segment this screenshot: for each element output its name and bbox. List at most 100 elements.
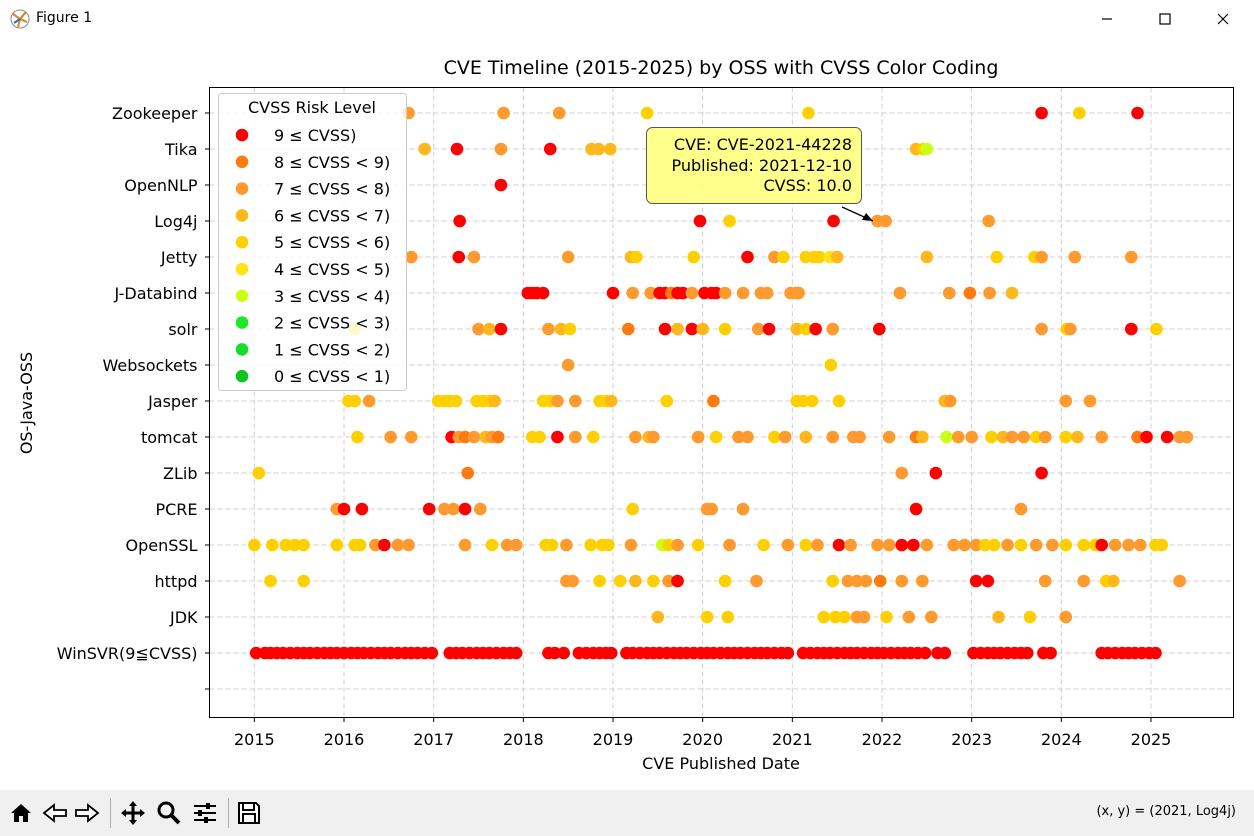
data-point — [705, 502, 718, 516]
data-point — [1077, 538, 1091, 552]
data-point — [826, 322, 839, 336]
x-axis-label: CVE Published Date — [642, 754, 800, 773]
data-point — [824, 358, 838, 372]
data-point — [1173, 574, 1186, 588]
data-point — [1023, 610, 1037, 624]
data-point — [1014, 502, 1028, 516]
data-point — [907, 538, 920, 552]
x-tick-label: 2017 — [413, 730, 454, 749]
data-point — [584, 538, 597, 552]
data-point — [832, 394, 846, 408]
data-point — [853, 430, 866, 444]
data-point — [252, 466, 266, 480]
back-icon — [42, 803, 67, 823]
data-point — [969, 538, 983, 552]
data-point — [709, 286, 723, 300]
data-point — [718, 286, 732, 300]
data-point — [297, 538, 310, 552]
pan-icon — [121, 801, 145, 825]
data-point — [561, 250, 575, 264]
data-point — [1149, 646, 1162, 660]
data-point — [707, 394, 720, 408]
data-point — [491, 430, 505, 444]
data-point — [1095, 430, 1108, 444]
configure-button[interactable] — [188, 796, 222, 830]
data-point — [384, 430, 397, 444]
data-point — [494, 178, 508, 192]
data-point — [811, 538, 824, 552]
data-point — [647, 574, 660, 588]
data-point — [1046, 538, 1059, 552]
save-button[interactable] — [232, 796, 266, 830]
data-point — [536, 286, 550, 300]
close-button[interactable] — [1194, 0, 1252, 38]
data-point — [1095, 538, 1108, 552]
data-point — [425, 646, 439, 660]
data-point — [494, 142, 508, 156]
data-point — [809, 322, 822, 336]
data-point — [548, 646, 562, 660]
legend-label: 7 ≤ CVSS < 8) — [274, 180, 390, 199]
data-point — [918, 646, 932, 660]
data-point — [762, 322, 776, 336]
maximize-button[interactable] — [1136, 0, 1194, 38]
data-point — [629, 430, 642, 444]
y-axis: WinSVR(9≦CVSS) JDK httpd OpenSSL PCRE ZLib tom… — [57, 104, 210, 690]
data-point — [1124, 250, 1138, 264]
minimize-button[interactable] — [1078, 0, 1136, 38]
x-axis: 2015 2016 2017 2018 2019 2020 2021 2022 2023 2024… — [234, 717, 1171, 749]
data-point — [1133, 538, 1147, 552]
data-point — [494, 322, 508, 336]
data-point — [718, 574, 732, 588]
data-point — [602, 538, 615, 552]
data-point — [700, 610, 714, 624]
y-tick-label: JDK — [169, 608, 198, 627]
data-point — [1035, 106, 1048, 120]
data-point — [850, 574, 864, 588]
data-point — [925, 610, 938, 624]
save-icon — [238, 802, 260, 824]
data-point — [461, 466, 475, 480]
y-tick-label: OpenNLP — [124, 176, 198, 195]
data-point — [624, 538, 638, 552]
data-points — [248, 106, 1194, 660]
data-point — [1038, 430, 1052, 444]
data-point — [404, 250, 418, 264]
data-point — [760, 286, 774, 300]
y-tick-label: Zookeeper — [112, 104, 198, 123]
data-point — [662, 538, 675, 552]
data-point — [1035, 250, 1048, 264]
data-point — [741, 430, 754, 444]
data-point — [920, 538, 934, 552]
data-point — [799, 430, 813, 444]
data-point — [449, 394, 463, 408]
pan-button[interactable] — [116, 796, 150, 830]
forward-button[interactable] — [70, 796, 104, 830]
back-button[interactable] — [38, 796, 72, 830]
home-button[interactable] — [4, 796, 38, 830]
data-point — [453, 214, 466, 228]
data-point — [1059, 538, 1073, 552]
data-point — [826, 574, 839, 588]
close-icon — [1217, 13, 1229, 25]
zoom-button[interactable] — [152, 796, 186, 830]
data-point — [1038, 574, 1052, 588]
data-point — [458, 538, 472, 552]
data-point — [604, 394, 618, 408]
data-point — [969, 574, 983, 588]
data-point — [467, 250, 481, 264]
data-point — [781, 538, 795, 552]
data-point — [402, 538, 415, 552]
data-point — [569, 430, 582, 444]
data-point — [458, 502, 472, 516]
scatter-chart[interactable]: CVE Timeline (2015-2025) by OSS with CVS… — [0, 38, 1254, 790]
data-point — [929, 466, 943, 480]
data-point — [604, 142, 617, 156]
data-point — [750, 574, 763, 588]
data-point — [963, 286, 977, 300]
navigation-toolbar: (x, y) = (2021, Log4j) — [0, 790, 1254, 836]
data-point — [920, 250, 934, 264]
data-point — [348, 394, 362, 408]
data-point — [996, 430, 1010, 444]
figure-canvas[interactable]: CVE Timeline (2015-2025) by OSS with CVS… — [0, 38, 1254, 790]
